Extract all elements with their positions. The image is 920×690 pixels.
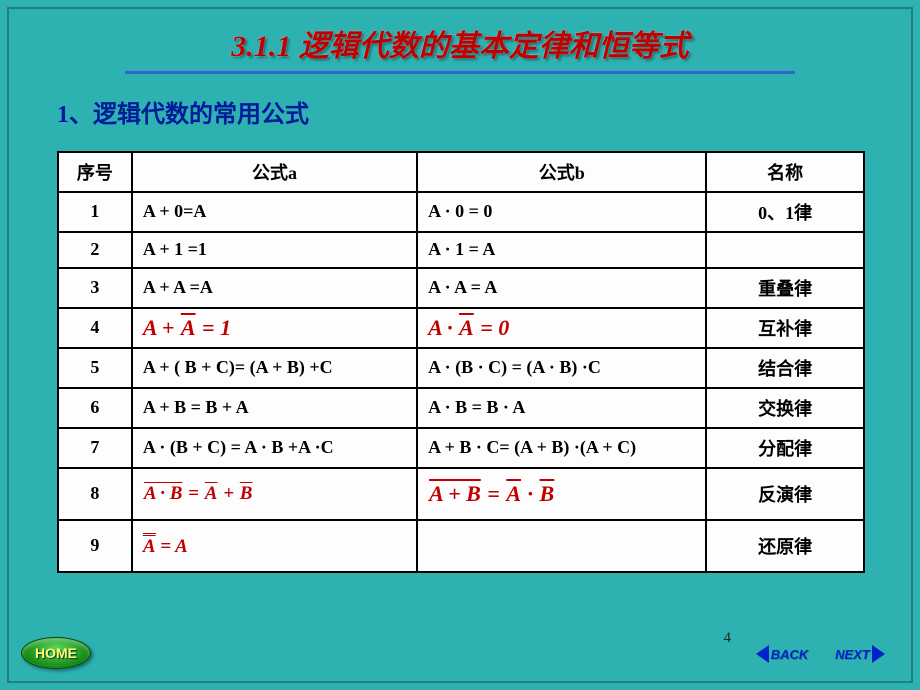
slide-number: 4	[724, 630, 732, 647]
header-num: 序号	[58, 152, 132, 192]
cell-name: 反演律	[706, 468, 864, 520]
cell-formula-b	[417, 520, 706, 572]
nav-buttons: BACK NEXT	[747, 639, 895, 669]
cell-formula-a: A + 1 =1	[132, 232, 417, 268]
cell-num: 5	[58, 348, 132, 388]
next-button[interactable]: NEXT	[825, 639, 895, 669]
cell-formula-a: A + A = 1	[132, 308, 417, 348]
cell-name: 还原律	[706, 520, 864, 572]
table-row: 4 A + A = 1 A · A = 0 互补律	[58, 308, 864, 348]
cell-name: 分配律	[706, 428, 864, 468]
cell-num: 3	[58, 268, 132, 308]
header-name: 名称	[706, 152, 864, 192]
theorem-table: 序号 公式a 公式b 名称 1 A + 0=A A · 0 = 0 0、1律 2…	[57, 151, 865, 573]
cell-formula-b: A + B = A · B	[417, 468, 706, 520]
cell-formula-a: A · (B + C) = A · B +A ·C	[132, 428, 417, 468]
cell-num: 1	[58, 192, 132, 232]
cell-formula-b: A · A = A	[417, 268, 706, 308]
slide-frame: 3.1.1 逻辑代数的基本定律和恒等式 1、逻辑代数的常用公式 序号 公式a 公…	[7, 7, 913, 683]
cell-formula-a: A = A	[132, 520, 417, 572]
header-formula-a: 公式a	[132, 152, 417, 192]
cell-formula-a: A + A =A	[132, 268, 417, 308]
cell-name: 互补律	[706, 308, 864, 348]
subtitle: 1、逻辑代数的常用公式	[57, 94, 911, 129]
table-row: 3 A + A =A A · A = A 重叠律	[58, 268, 864, 308]
home-button[interactable]: HOME	[21, 637, 91, 669]
cell-name: 重叠律	[706, 268, 864, 308]
cell-num: 7	[58, 428, 132, 468]
cell-formula-b: A · A = 0	[417, 308, 706, 348]
table-row: 8 A · B = A + B A + B = A · B 反演律	[58, 468, 864, 520]
cell-formula-b: A + B · C= (A + B) ·(A + C)	[417, 428, 706, 468]
table-row: 9 A = A 还原律	[58, 520, 864, 572]
cell-num: 4	[58, 308, 132, 348]
cell-num: 8	[58, 468, 132, 520]
back-button[interactable]: BACK	[747, 639, 817, 669]
table-row: 1 A + 0=A A · 0 = 0 0、1律	[58, 192, 864, 232]
header-formula-b: 公式b	[417, 152, 706, 192]
cell-num: 6	[58, 388, 132, 428]
cell-formula-a: A · B = A + B	[132, 468, 417, 520]
table-row: 6 A + B = B + A A · B = B · A 交换律	[58, 388, 864, 428]
arrow-left-icon	[756, 645, 769, 663]
title-underline	[125, 71, 795, 74]
cell-formula-b: A · 0 = 0	[417, 192, 706, 232]
cell-formula-a: A + 0=A	[132, 192, 417, 232]
table-row: 5 A + ( B + C)= (A + B) +C A · (B · C) =…	[58, 348, 864, 388]
cell-formula-b: A · (B · C) = (A · B) ·C	[417, 348, 706, 388]
cell-num: 9	[58, 520, 132, 572]
cell-name: 结合律	[706, 348, 864, 388]
cell-formula-b: A · 1 = A	[417, 232, 706, 268]
cell-num: 2	[58, 232, 132, 268]
next-label: NEXT	[835, 647, 870, 662]
table-row: 2 A + 1 =1 A · 1 = A	[58, 232, 864, 268]
table-row: 7 A · (B + C) = A · B +A ·C A + B · C= (…	[58, 428, 864, 468]
cell-name: 0、1律	[706, 192, 864, 232]
page-title: 3.1.1 逻辑代数的基本定律和恒等式	[9, 21, 911, 65]
cell-name	[706, 232, 864, 268]
cell-formula-a: A + ( B + C)= (A + B) +C	[132, 348, 417, 388]
cell-formula-a: A + B = B + A	[132, 388, 417, 428]
back-label: BACK	[771, 647, 809, 662]
arrow-right-icon	[872, 645, 885, 663]
cell-name: 交换律	[706, 388, 864, 428]
table-header-row: 序号 公式a 公式b 名称	[58, 152, 864, 192]
cell-formula-b: A · B = B · A	[417, 388, 706, 428]
